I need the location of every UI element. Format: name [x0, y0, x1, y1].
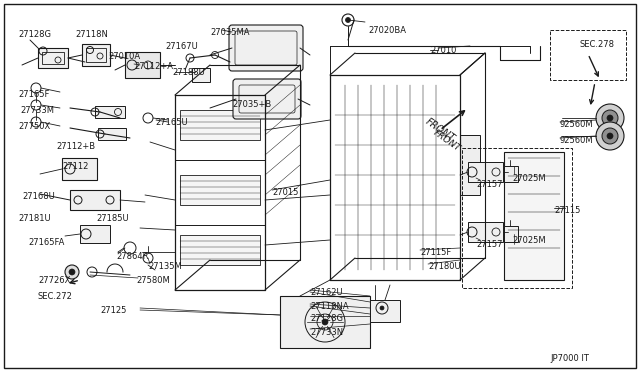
Bar: [280, 296, 370, 348]
Circle shape: [346, 17, 351, 22]
Text: 27165FA: 27165FA: [28, 238, 65, 247]
Text: 27157: 27157: [476, 180, 502, 189]
Bar: [80, 225, 110, 243]
Bar: [95, 106, 125, 118]
Circle shape: [596, 104, 624, 132]
Text: 27167U: 27167U: [165, 42, 198, 51]
Circle shape: [380, 306, 384, 310]
Text: 27112: 27112: [62, 162, 88, 171]
Text: 27750X: 27750X: [18, 122, 51, 131]
Circle shape: [342, 14, 354, 26]
Text: 27162U: 27162U: [310, 288, 342, 297]
Text: 27020BA: 27020BA: [368, 26, 406, 35]
Text: 27015: 27015: [272, 188, 298, 197]
Text: 27128G: 27128G: [310, 314, 343, 323]
Bar: [460, 135, 480, 195]
Bar: [98, 128, 126, 140]
Text: 27726X: 27726X: [38, 276, 70, 285]
Text: 27165U: 27165U: [155, 118, 188, 127]
Bar: [550, 30, 626, 80]
Bar: [192, 68, 210, 82]
Circle shape: [602, 110, 618, 126]
Bar: [504, 226, 518, 242]
Bar: [86, 48, 106, 62]
Text: 27115: 27115: [554, 206, 580, 215]
Text: 27125: 27125: [100, 306, 126, 315]
Text: JP7000 IT: JP7000 IT: [550, 354, 589, 363]
Circle shape: [322, 319, 328, 325]
Text: 27180U: 27180U: [428, 262, 461, 271]
Text: SEC.278: SEC.278: [580, 40, 615, 49]
Text: 27112+A: 27112+A: [134, 62, 173, 71]
Text: 27181U: 27181U: [18, 214, 51, 223]
Bar: [180, 175, 260, 205]
Bar: [468, 162, 503, 182]
Text: 27168U: 27168U: [22, 192, 55, 201]
Bar: [468, 222, 503, 242]
Circle shape: [69, 269, 75, 275]
Text: 92560M: 92560M: [560, 120, 594, 129]
Text: 27128G: 27128G: [18, 30, 51, 39]
Text: 27135M: 27135M: [148, 262, 182, 271]
Text: 27157: 27157: [476, 240, 502, 249]
Text: SEC.272: SEC.272: [38, 292, 73, 301]
Text: 27010A: 27010A: [108, 52, 140, 61]
Text: 27118NA: 27118NA: [310, 302, 349, 311]
Bar: [70, 190, 120, 210]
Bar: [42, 52, 64, 64]
Bar: [180, 110, 260, 140]
Bar: [370, 300, 400, 322]
Text: 27025M: 27025M: [512, 174, 546, 183]
Text: 27165F: 27165F: [18, 90, 49, 99]
Circle shape: [607, 133, 613, 139]
Text: 27025M: 27025M: [512, 236, 546, 245]
Text: 27035+B: 27035+B: [232, 100, 271, 109]
Bar: [462, 148, 572, 288]
Text: 27115F: 27115F: [420, 248, 451, 257]
Text: 27733M: 27733M: [20, 106, 54, 115]
Text: 27118N: 27118N: [75, 30, 108, 39]
Text: FRONT: FRONT: [432, 128, 462, 153]
Text: 27035MA: 27035MA: [210, 28, 250, 37]
Text: 27112+B: 27112+B: [56, 142, 95, 151]
Text: 27188U: 27188U: [172, 68, 205, 77]
Bar: [504, 152, 564, 280]
Bar: [82, 44, 110, 66]
Circle shape: [602, 128, 618, 144]
Bar: [180, 235, 260, 265]
Bar: [125, 52, 160, 78]
Bar: [504, 166, 518, 182]
Bar: [62, 158, 97, 180]
Bar: [38, 48, 68, 68]
FancyBboxPatch shape: [233, 79, 301, 119]
Circle shape: [65, 265, 79, 279]
Text: 27864R: 27864R: [116, 252, 148, 261]
Text: 27580M: 27580M: [136, 276, 170, 285]
Text: 27733N: 27733N: [310, 328, 343, 337]
FancyBboxPatch shape: [229, 25, 303, 71]
Circle shape: [607, 115, 613, 121]
Text: 92560M: 92560M: [560, 136, 594, 145]
Text: 27010: 27010: [430, 46, 456, 55]
Circle shape: [596, 122, 624, 150]
Text: 27185U: 27185U: [96, 214, 129, 223]
Text: FRONT: FRONT: [424, 116, 456, 144]
